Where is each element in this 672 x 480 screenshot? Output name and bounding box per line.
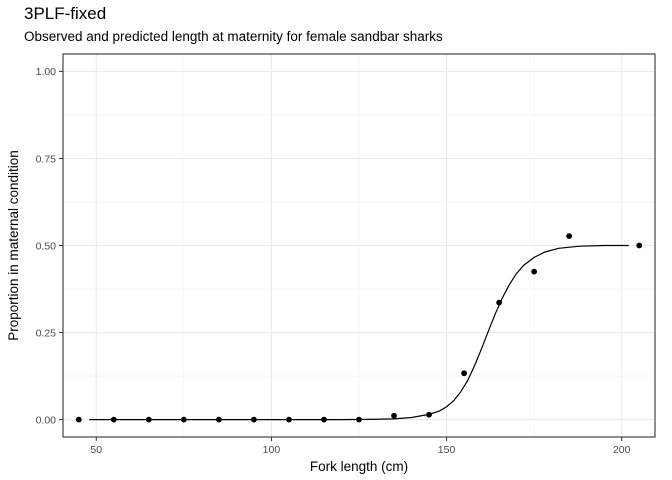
y-tick-label: 0.00 [36,414,57,426]
data-point [110,416,117,423]
data-point [531,268,538,275]
data-point [636,242,643,249]
data-point [426,411,432,418]
x-tick-label: 50 [90,444,102,456]
x-tick-label: 150 [438,444,456,456]
data-point [461,370,467,377]
y-tick-label: 0.25 [36,327,57,339]
data-point [286,416,292,423]
x-axis-title: Fork length (cm) [310,459,408,474]
y-tick-label: 0.75 [36,153,57,165]
y-axis-title: Proportion in maternal condition [6,150,21,341]
data-point [391,412,397,419]
y-tick-label: 1.00 [36,66,57,78]
chart-subtitle: Observed and predicted length at materni… [24,29,443,44]
data-point [496,299,503,306]
data-point [321,416,327,423]
data-point [566,233,573,239]
data-point [356,416,362,423]
x-tick-label: 100 [263,444,281,456]
data-point [145,416,152,423]
data-point [215,416,222,423]
data-point [75,416,82,423]
data-point [251,416,257,423]
x-tick-label: 200 [613,444,631,456]
data-point [180,416,187,423]
chart-title: 3PLF-fixed [24,4,107,23]
y-tick-label: 0.50 [36,240,57,252]
